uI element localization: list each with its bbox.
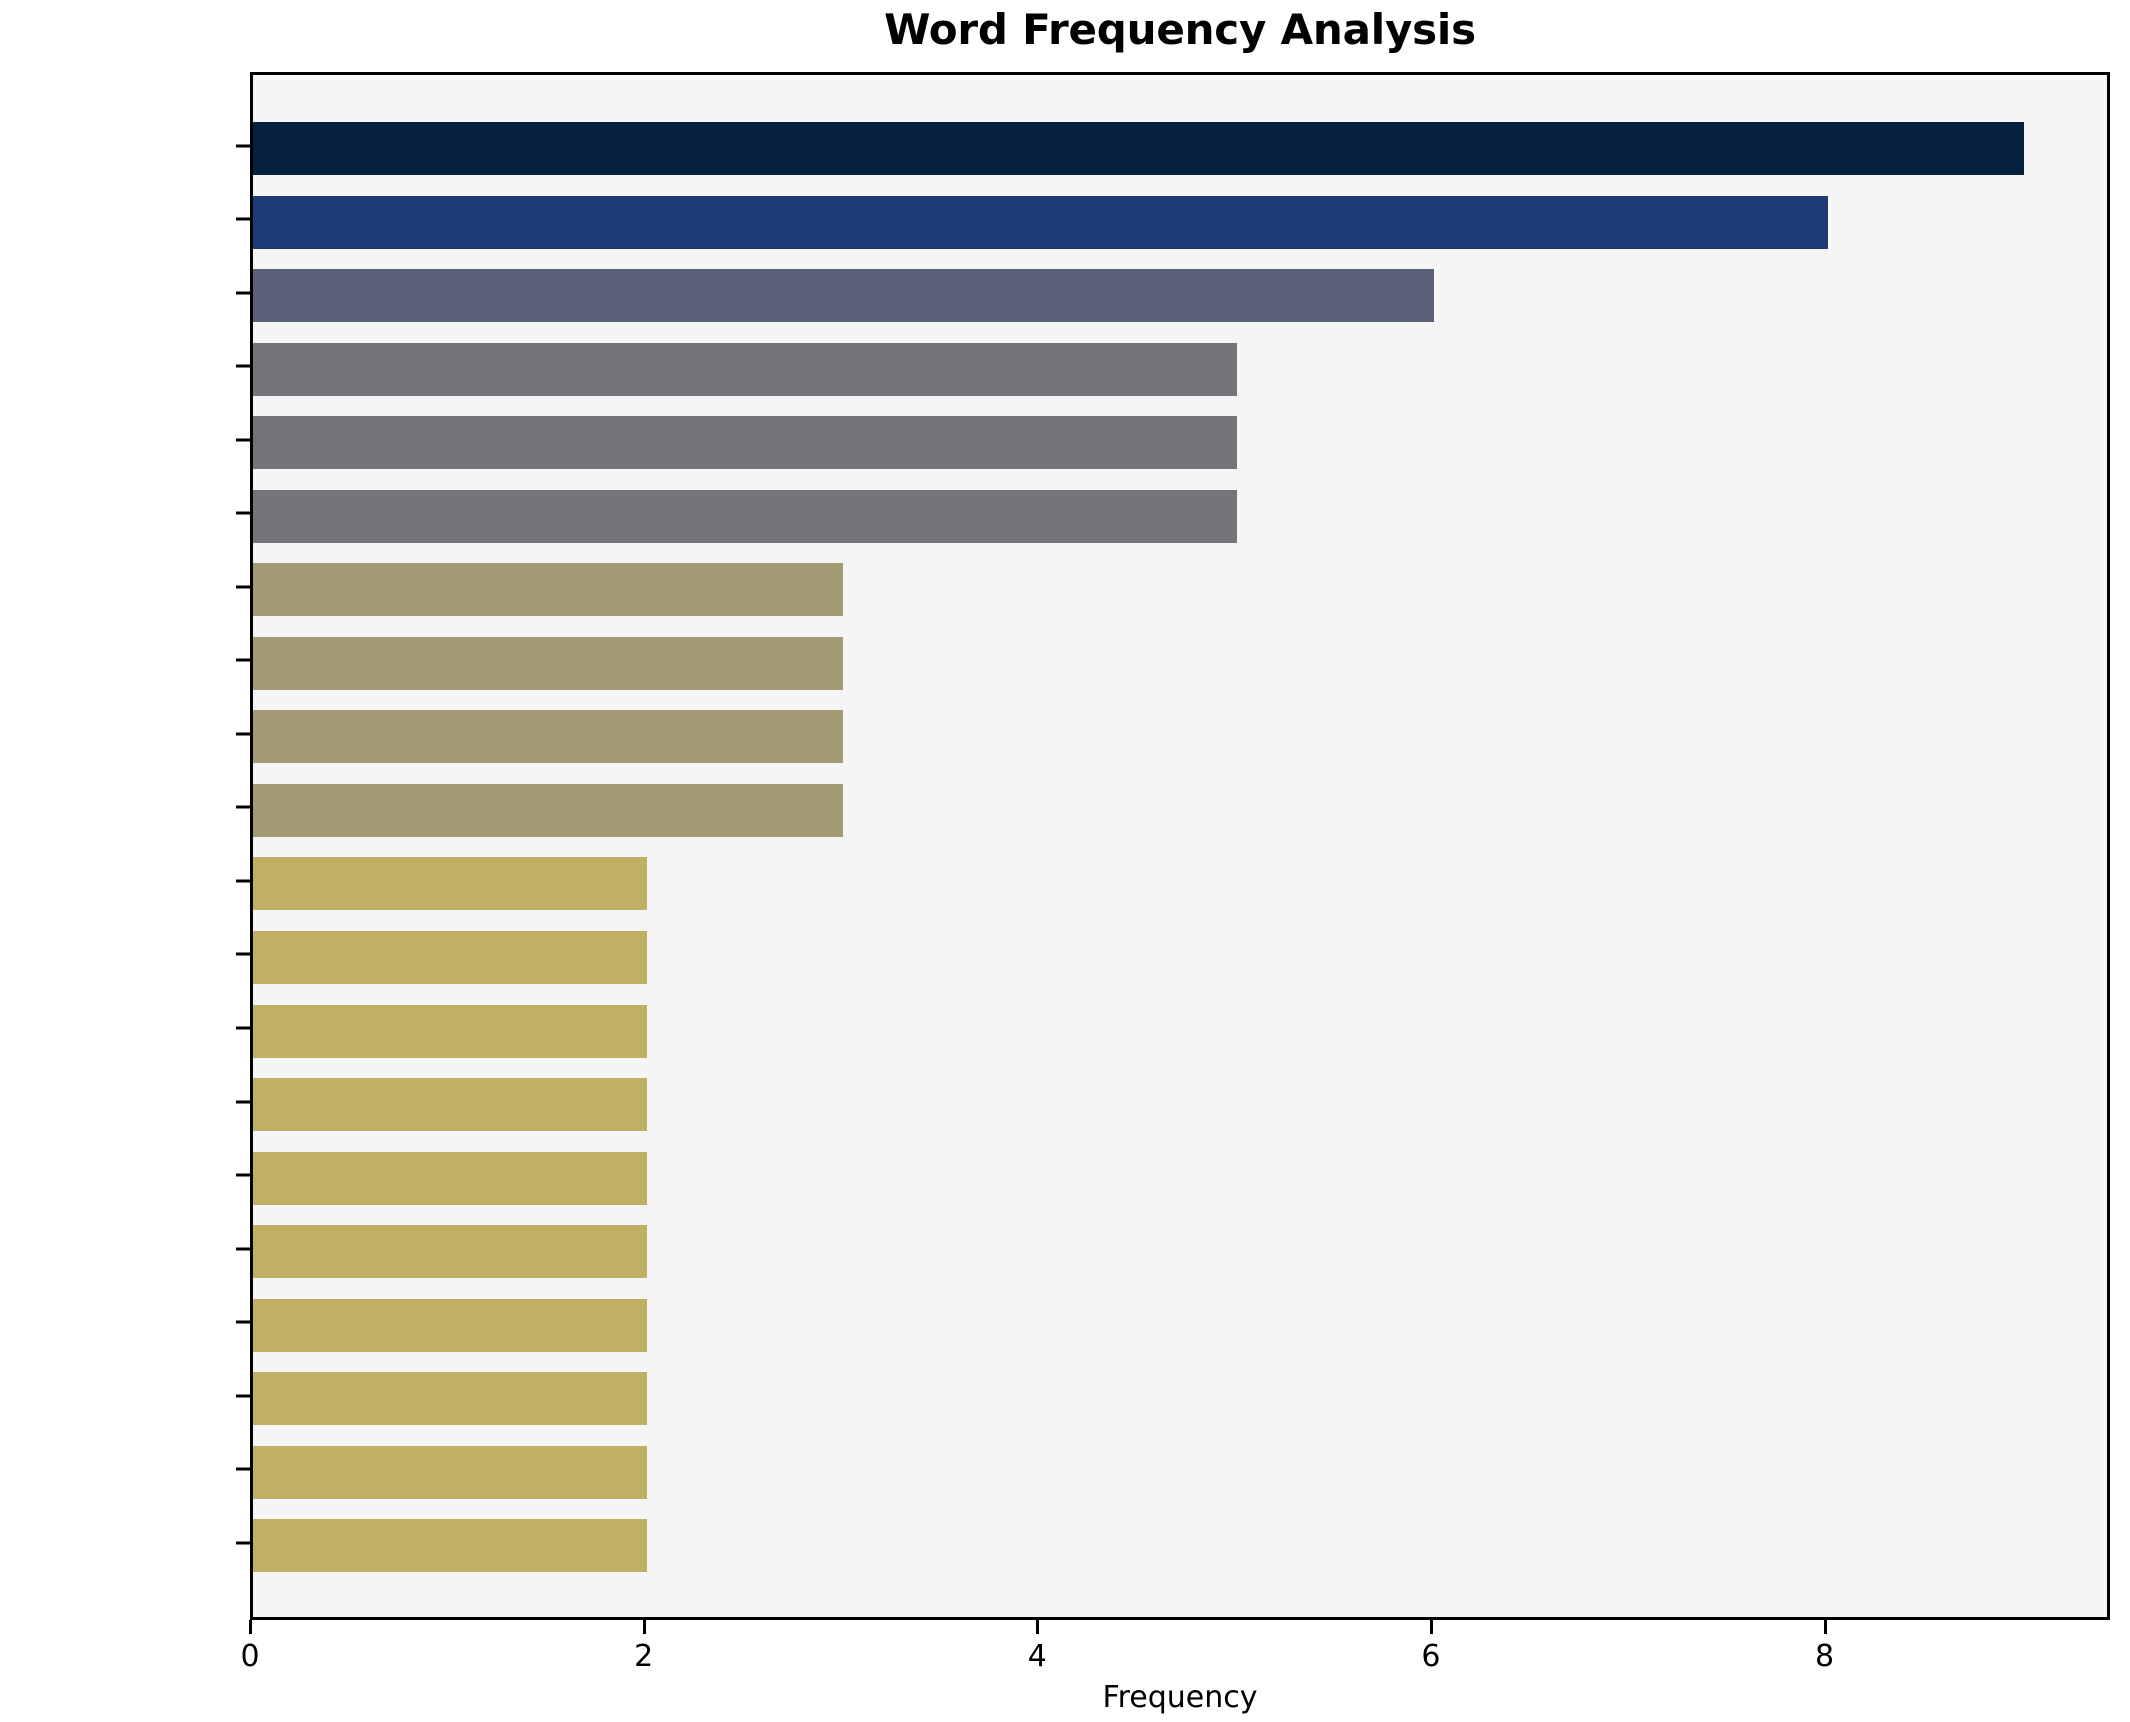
bar (253, 783, 844, 837)
y-axis-tick-mark (236, 585, 250, 589)
x-axis-tick-mark (1036, 1620, 1040, 1634)
y-axis-tick-mark (236, 1026, 250, 1030)
y-axis-tick-mark (236, 952, 250, 956)
bar-row (253, 342, 1238, 396)
y-axis-tick-mark (236, 1467, 250, 1471)
bar (253, 342, 1238, 396)
bar (253, 1298, 647, 1352)
bar-row (253, 1298, 647, 1352)
y-axis-tick-mark (236, 217, 250, 221)
x-axis-tick-mark (249, 1620, 252, 1634)
bar (253, 930, 647, 984)
bar (253, 1519, 647, 1573)
x-axis-tick-mark (1823, 1620, 1827, 1634)
bar-row (253, 1078, 647, 1132)
bar-row (253, 783, 844, 837)
bar-row (253, 489, 1238, 543)
x-axis-label: Frequency (1102, 1680, 1258, 1715)
y-axis-tick-mark (236, 291, 250, 295)
bar (253, 195, 1828, 249)
y-axis-tick-mark (236, 1100, 250, 1104)
y-axis-tick-mark (236, 438, 250, 442)
y-axis-tick-mark (236, 658, 250, 662)
bar-row (253, 1445, 647, 1499)
y-axis-tick-mark (236, 1541, 250, 1545)
x-axis-tick-label: 0 (240, 1639, 260, 1674)
x-axis-tick-label: 8 (1815, 1639, 1835, 1674)
y-axis-tick-mark (236, 732, 250, 736)
x-axis-tick-mark (1429, 1620, 1433, 1634)
bar (253, 1004, 647, 1058)
y-axis-tick-mark (236, 1173, 250, 1177)
bar-row (253, 1372, 647, 1426)
y-axis-tick-mark (236, 511, 250, 515)
bar (253, 636, 844, 690)
x-axis-tick-mark (642, 1620, 646, 1634)
page-title: Word Frequency Analysis (884, 5, 1476, 54)
bar-row (253, 930, 647, 984)
bar-row (253, 636, 844, 690)
bar-row (253, 1151, 647, 1205)
bar-row (253, 1225, 647, 1279)
bar (253, 857, 647, 911)
bar (253, 1445, 647, 1499)
bar (253, 1151, 647, 1205)
x-axis-tick-label: 4 (1027, 1639, 1047, 1674)
bar (253, 122, 2025, 176)
bar (253, 489, 1238, 543)
x-axis-tick-label: 2 (634, 1639, 654, 1674)
bar (253, 1078, 647, 1132)
bar (253, 416, 1238, 470)
plot-area (250, 72, 2110, 1620)
y-axis-tick-mark (236, 879, 250, 883)
bar (253, 1372, 647, 1426)
bar (253, 710, 844, 764)
x-axis-tick-label: 6 (1421, 1639, 1441, 1674)
y-axis-tick-mark (236, 1320, 250, 1324)
y-axis-tick-mark (236, 1394, 250, 1398)
bar-row (253, 1004, 647, 1058)
bar-row (253, 269, 1434, 323)
bar (253, 563, 844, 617)
bar-row (253, 416, 1238, 470)
bar (253, 269, 1434, 323)
bar-row (253, 710, 844, 764)
bar (253, 1225, 647, 1279)
bar-row (253, 1519, 647, 1573)
y-axis-tick-mark (236, 1247, 250, 1251)
bar-row (253, 563, 844, 617)
y-axis-tick-mark (236, 144, 250, 148)
y-axis-tick-mark (236, 364, 250, 368)
y-axis-tick-mark (236, 805, 250, 809)
bar-row (253, 195, 1828, 249)
bar-row (253, 857, 647, 911)
bar-row (253, 122, 2025, 176)
